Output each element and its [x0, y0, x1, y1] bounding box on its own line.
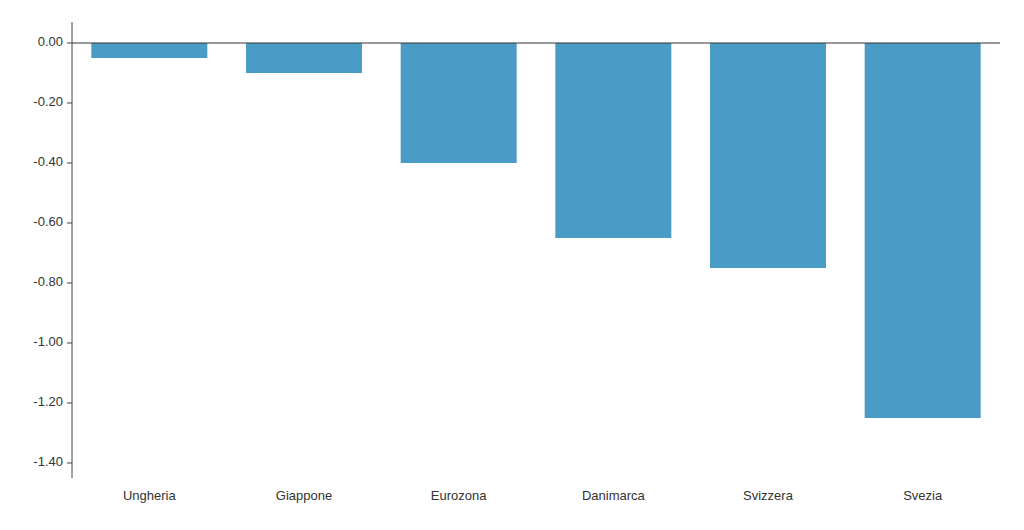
bar [91, 43, 207, 58]
x-tick-label: Giappone [276, 488, 332, 503]
x-tick-label: Danimarca [582, 488, 646, 503]
zero-line [72, 43, 1000, 44]
x-tick-label: Eurozona [431, 488, 487, 503]
x-tick-label: Ungheria [123, 488, 177, 503]
chart: 0.00 -0.20 -0.40 -0.60 -0.80 -1.00 -1.20 -1.40 U… [0, 0, 1024, 530]
y-tick-label: -1.40 [33, 454, 63, 469]
y-tick [67, 223, 72, 224]
y-tick-label: -0.40 [33, 154, 63, 169]
y-tick-label: -0.80 [33, 274, 63, 289]
y-tick [67, 283, 72, 284]
bar [555, 43, 671, 238]
y-tick-label: 0.00 [38, 34, 63, 49]
y-tick [67, 463, 72, 464]
y-tick [67, 403, 72, 404]
y-tick-label: -1.00 [33, 334, 63, 349]
x-tick-label: Svezia [903, 488, 943, 503]
y-axis-line [72, 22, 73, 478]
x-tick-label: Svizzera [743, 488, 794, 503]
bar [401, 43, 517, 163]
y-axis: 0.00 -0.20 -0.40 -0.60 -0.80 -1.00 -1.20 -1.40 [33, 22, 72, 478]
y-tick [67, 343, 72, 344]
bar [246, 43, 362, 73]
y-tick [67, 163, 72, 164]
bar [865, 43, 981, 418]
x-axis: Ungheria Giappone Eurozona Danimarca Svizzer… [123, 488, 943, 503]
y-tick-label: -0.60 [33, 214, 63, 229]
y-tick-label: -1.20 [33, 394, 63, 409]
y-tick-label: -0.20 [33, 94, 63, 109]
bars [91, 43, 980, 418]
y-tick [67, 103, 72, 104]
bar [710, 43, 826, 268]
y-tick [67, 43, 72, 44]
